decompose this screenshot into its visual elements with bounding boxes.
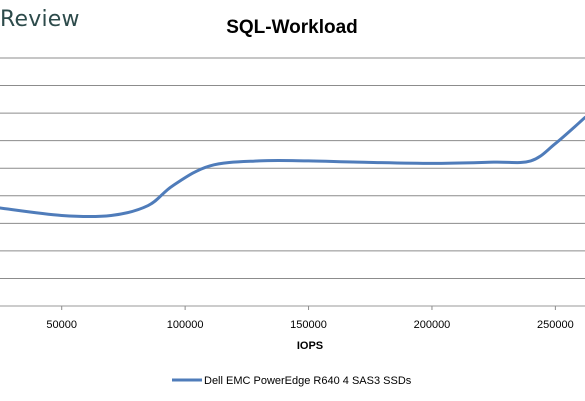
x-tick-labels: 50000 100000 150000 200000 250000 <box>46 306 574 331</box>
series-group <box>0 116 585 219</box>
brand-logo: Review <box>0 7 80 32</box>
x-tick-label: 250000 <box>537 319 574 331</box>
series-line <box>0 116 585 219</box>
x-tick-label: 150000 <box>290 319 327 331</box>
x-tick-label: 50000 <box>46 319 77 331</box>
legend-label: Dell EMC PowerEdge R640 4 SAS3 SSDs <box>204 375 412 387</box>
x-axis-title: IOPS <box>297 340 323 352</box>
legend: Dell EMC PowerEdge R640 4 SAS3 SSDs <box>172 375 412 387</box>
x-tick-label: 100000 <box>167 319 204 331</box>
x-tick-label: 200000 <box>414 319 451 331</box>
chart-title: SQL-Workload <box>226 17 358 38</box>
gridlines <box>0 57 585 307</box>
